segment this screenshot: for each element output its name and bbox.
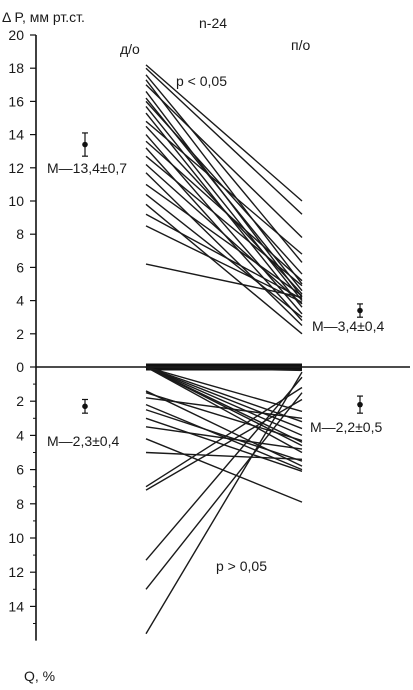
y-ticks: 0 2 4 6 8 10 12 14 16 18 20 2 4 6 8 10 12 14 [8, 27, 36, 624]
y-tick-label: 0 [16, 359, 24, 375]
series-line [145, 366, 303, 443]
y-tick-label: 2 [16, 393, 24, 409]
y-tick-label: 10 [8, 530, 24, 546]
p-value-top: p < 0,05 [176, 73, 227, 89]
series-line [145, 376, 303, 561]
series-line [145, 105, 303, 302]
mean-after-bottom-label: M—2,2±0,5 [310, 419, 382, 435]
series-line [145, 120, 303, 255]
mean-before-top-label: M—13,4±0,7 [47, 160, 127, 176]
mean-point [82, 403, 88, 410]
top-panel-lines [145, 64, 303, 335]
sample-size-label: n-24 [199, 15, 227, 31]
series-line [145, 84, 303, 239]
series-line [145, 213, 303, 300]
y-tick-label: 4 [16, 293, 24, 309]
series-line [145, 366, 303, 430]
mean-point [357, 401, 363, 408]
series-line [145, 391, 303, 442]
y-tick-label: 10 [8, 193, 24, 209]
category-after: п/о [291, 37, 310, 53]
series-line [145, 263, 303, 298]
y-tick-label: 8 [16, 226, 24, 242]
series-line [145, 140, 303, 282]
y-tick-label: 18 [8, 60, 24, 76]
series-line [145, 225, 303, 303]
mean-point [357, 307, 363, 314]
series-line [145, 67, 303, 215]
series-line [145, 366, 303, 454]
bottom-panel-lines [145, 366, 303, 635]
y-tick-label: 8 [16, 496, 24, 512]
series-line [145, 403, 303, 471]
series-line [145, 426, 303, 450]
y-tick-label: 14 [8, 127, 24, 143]
y-tick-label: 12 [8, 160, 24, 176]
category-before: д/о [120, 41, 140, 57]
y-tick-label: 6 [16, 462, 24, 478]
series-line [145, 155, 303, 287]
y-tick-label: 2 [16, 326, 24, 342]
y-tick-label: 6 [16, 259, 24, 275]
series-line [145, 79, 303, 285]
series-line [145, 409, 303, 462]
series-line [145, 64, 303, 202]
series-line [145, 392, 303, 590]
y-tick-label: 14 [8, 598, 24, 614]
y-axis-title-top: Δ P, мм рт.ст. [2, 9, 85, 25]
series-line [145, 398, 303, 491]
series-line [145, 366, 303, 437]
series-line [145, 366, 303, 423]
y-tick-label: 20 [8, 27, 24, 43]
mean-point [82, 141, 88, 148]
y-axis-title-bottom: Q, % [24, 668, 55, 684]
mean-before-bottom-label: M—2,3±0,4 [47, 433, 119, 449]
p-value-bottom: p > 0,05 [216, 558, 267, 574]
y-tick-label: 4 [16, 427, 24, 443]
mean-markers [82, 132, 363, 414]
series-line [145, 438, 303, 503]
y-tick-label: 16 [8, 93, 24, 109]
y-tick-label: 12 [8, 564, 24, 580]
series-line [145, 172, 303, 327]
series-line [145, 371, 303, 635]
series-line [145, 203, 303, 335]
axes [35, 35, 410, 641]
series-line [145, 390, 303, 467]
series-line [145, 193, 303, 318]
series-line [145, 163, 303, 305]
mean-after-top-label: M—3,4±0,4 [312, 318, 384, 334]
series-line [145, 183, 303, 297]
